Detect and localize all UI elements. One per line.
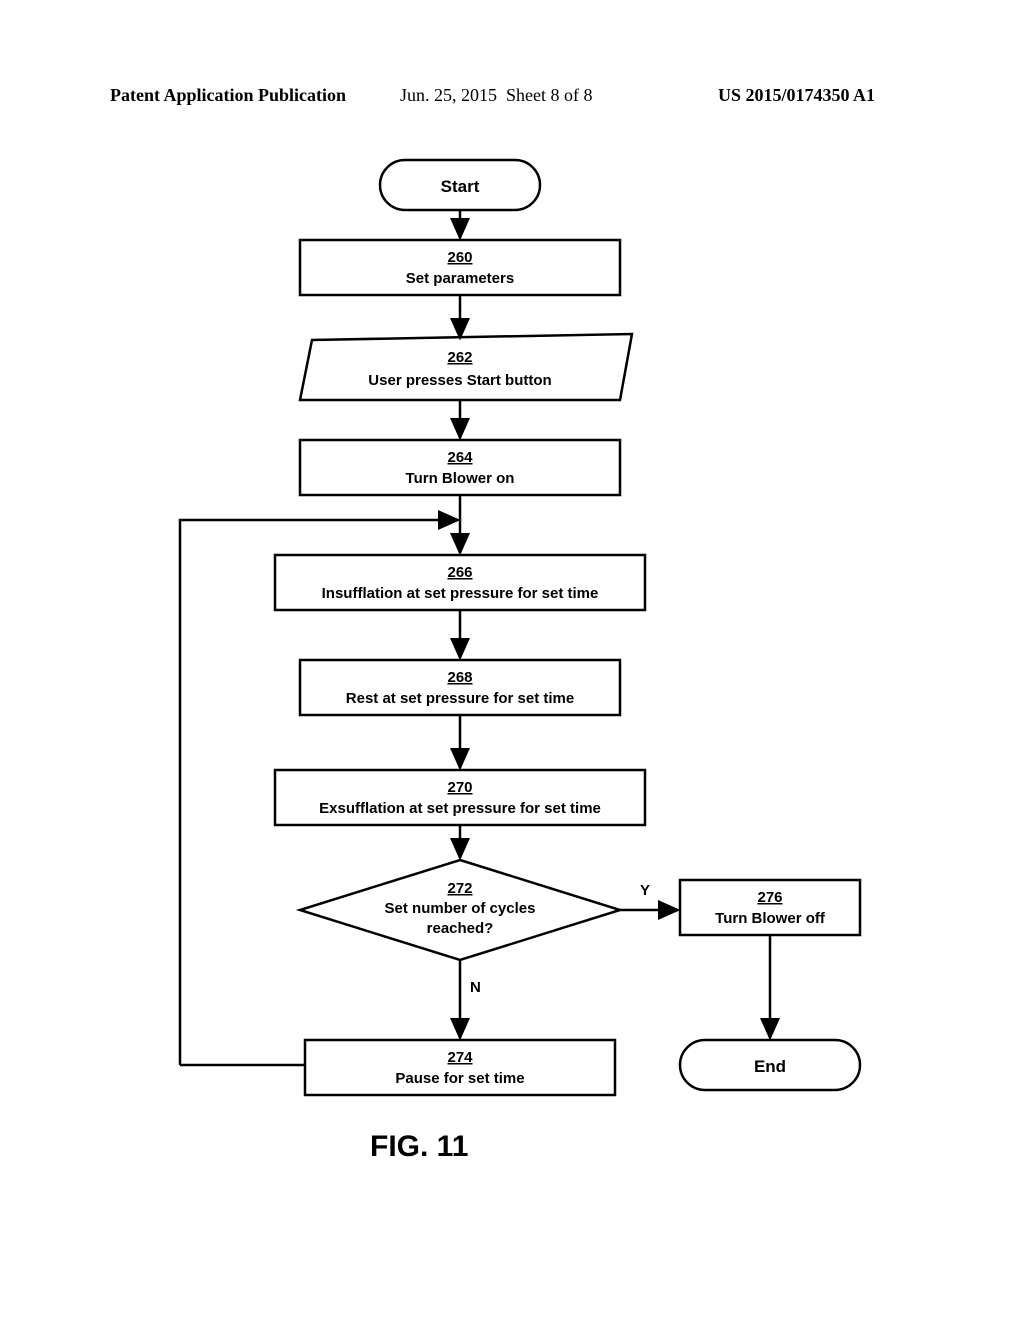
node-start-label: Start [441, 177, 480, 196]
node-272-num: 272 [447, 880, 472, 897]
node-266: 266 Insufflation at set pressure for set… [275, 555, 645, 610]
node-260-num: 260 [447, 249, 472, 266]
node-262: 262 User presses Start button [300, 334, 632, 400]
node-276: 276 Turn Blower off [680, 880, 860, 935]
figure-label: FIG. 11 [370, 1130, 468, 1164]
node-272-label1: Set number of cycles [385, 900, 536, 917]
flowchart-svg: Start 260 Set parameters 262 User presse… [0, 0, 1024, 1320]
node-266-num: 266 [447, 564, 472, 581]
node-262-num: 262 [447, 349, 472, 366]
node-260-label: Set parameters [406, 270, 514, 287]
node-start: Start [380, 160, 540, 210]
page: Patent Application Publication Jun. 25, … [0, 0, 1024, 1320]
edge-label-y: Y [640, 882, 650, 899]
node-274: 274 Pause for set time [305, 1040, 615, 1095]
node-266-label: Insufflation at set pressure for set tim… [322, 585, 599, 602]
node-272-label2: reached? [427, 920, 494, 937]
node-276-label: Turn Blower off [715, 910, 826, 927]
node-264: 264 Turn Blower on [300, 440, 620, 495]
node-end: End [680, 1040, 860, 1090]
node-268: 268 Rest at set pressure for set time [300, 660, 620, 715]
node-262-label: User presses Start button [368, 372, 551, 389]
node-270-label: Exsufflation at set pressure for set tim… [319, 800, 601, 817]
node-268-num: 268 [447, 669, 472, 686]
edge-label-n: N [470, 979, 481, 996]
node-276-num: 276 [757, 889, 782, 906]
node-264-label: Turn Blower on [406, 470, 515, 487]
node-274-num: 274 [447, 1049, 473, 1066]
node-260: 260 Set parameters [300, 240, 620, 295]
node-264-num: 264 [447, 449, 473, 466]
node-270-num: 270 [447, 779, 472, 796]
node-274-label: Pause for set time [395, 1070, 524, 1087]
node-268-label: Rest at set pressure for set time [346, 690, 574, 707]
node-272: 272 Set number of cycles reached? [300, 860, 620, 960]
node-end-label: End [754, 1057, 786, 1076]
node-270: 270 Exsufflation at set pressure for set… [275, 770, 645, 825]
